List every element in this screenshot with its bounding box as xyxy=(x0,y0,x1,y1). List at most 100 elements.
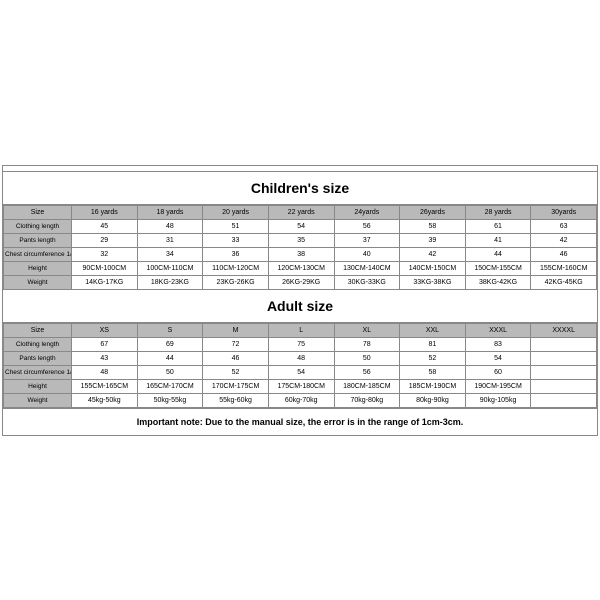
cell: 72 xyxy=(203,337,269,351)
label-height: Height xyxy=(4,379,72,393)
children-size-1: 18 yards xyxy=(137,205,203,219)
label-clothing: Clothing length xyxy=(4,219,72,233)
adult-weight-row: Weight 45kg-50kg 50kg-55kg 55kg-60kg 60k… xyxy=(4,393,597,407)
cell: 39 xyxy=(400,233,466,247)
adult-title: Adult size xyxy=(3,290,597,323)
cell: 81 xyxy=(400,337,466,351)
cell: 40 xyxy=(334,247,400,261)
adult-size-5: XXL xyxy=(400,323,466,337)
cell: 34 xyxy=(137,247,203,261)
children-pants-row: Pants length 29 31 33 35 37 39 41 42 xyxy=(4,233,597,247)
cell: 45 xyxy=(72,219,138,233)
cell: 46 xyxy=(203,351,269,365)
cell: 165CM-170CM xyxy=(137,379,203,393)
important-note: Important note: Due to the manual size, … xyxy=(3,408,597,435)
label-weight: Weight xyxy=(4,393,72,407)
cell: 185CM-190CM xyxy=(400,379,466,393)
adult-header-row: Size XS S M L XL XXL XXXL XXXXL xyxy=(4,323,597,337)
cell: 41 xyxy=(465,233,531,247)
cell: 170CM-175CM xyxy=(203,379,269,393)
label-pants: Pants length xyxy=(4,233,72,247)
adult-size-2: M xyxy=(203,323,269,337)
size-chart: Children's size Size 16 yards 18 yards 2… xyxy=(2,165,598,436)
cell: 75 xyxy=(268,337,334,351)
children-chest-row: Chest circumference 1/2 32 34 36 38 40 4… xyxy=(4,247,597,261)
cell: 60kg-70kg xyxy=(268,393,334,407)
cell: 155CM-160CM xyxy=(531,261,597,275)
cell: 18KG-23KG xyxy=(137,275,203,289)
cell: 61 xyxy=(465,219,531,233)
cell: 50 xyxy=(334,351,400,365)
cell: 43 xyxy=(72,351,138,365)
cell: 155CM-165CM xyxy=(72,379,138,393)
cell: 54 xyxy=(465,351,531,365)
adult-size-3: L xyxy=(268,323,334,337)
cell: 70kg-80kg xyxy=(334,393,400,407)
cell: 56 xyxy=(334,365,400,379)
cell: 83 xyxy=(465,337,531,351)
children-size-7: 30yards xyxy=(531,205,597,219)
label-height: Height xyxy=(4,261,72,275)
cell: 110CM-120CM xyxy=(203,261,269,275)
cell: 48 xyxy=(72,365,138,379)
label-pants: Pants length xyxy=(4,351,72,365)
children-size-2: 20 yards xyxy=(203,205,269,219)
children-height-row: Height 90CM-100CM 100CM-110CM 110CM-120C… xyxy=(4,261,597,275)
label-chest: Chest circumference 1/2 xyxy=(4,247,72,261)
cell: 38KG-42KG xyxy=(465,275,531,289)
cell: 58 xyxy=(400,219,466,233)
children-size-6: 28 yards xyxy=(465,205,531,219)
cell: 33 xyxy=(203,233,269,247)
adult-size-7: XXXXL xyxy=(531,323,597,337)
children-title: Children's size xyxy=(3,172,597,205)
label-chest: Chest circumference 1/2 xyxy=(4,365,72,379)
cell: 42 xyxy=(400,247,466,261)
cell: 60 xyxy=(465,365,531,379)
adult-table: Size XS S M L XL XXL XXXL XXXXL Clothing… xyxy=(3,323,597,408)
cell: 36 xyxy=(203,247,269,261)
adult-size-0: XS xyxy=(72,323,138,337)
cell: 175CM-180CM xyxy=(268,379,334,393)
cell: 42 xyxy=(531,233,597,247)
cell: 130CM-140CM xyxy=(334,261,400,275)
cell xyxy=(531,351,597,365)
cell: 50kg-55kg xyxy=(137,393,203,407)
cell: 37 xyxy=(334,233,400,247)
children-size-5: 26yards xyxy=(400,205,466,219)
cell: 90kg-105kg xyxy=(465,393,531,407)
cell xyxy=(531,365,597,379)
cell: 44 xyxy=(137,351,203,365)
cell: 120CM-130CM xyxy=(268,261,334,275)
cell: 31 xyxy=(137,233,203,247)
cell: 14KG-17KG xyxy=(72,275,138,289)
cell: 48 xyxy=(268,351,334,365)
cell: 33KG-38KG xyxy=(400,275,466,289)
children-size-4: 24yards xyxy=(334,205,400,219)
label-size: Size xyxy=(4,323,72,337)
cell: 55kg-60kg xyxy=(203,393,269,407)
cell: 56 xyxy=(334,219,400,233)
label-weight: Weight xyxy=(4,275,72,289)
cell: 140CM-150CM xyxy=(400,261,466,275)
cell: 54 xyxy=(268,219,334,233)
adult-clothing-row: Clothing length 67 69 72 75 78 81 83 xyxy=(4,337,597,351)
cell xyxy=(531,379,597,393)
label-size: Size xyxy=(4,205,72,219)
children-size-3: 22 yards xyxy=(268,205,334,219)
cell: 180CM-185CM xyxy=(334,379,400,393)
children-weight-row: Weight 14KG-17KG 18KG-23KG 23KG-26KG 26K… xyxy=(4,275,597,289)
cell xyxy=(531,393,597,407)
adult-pants-row: Pants length 43 44 46 48 50 52 54 xyxy=(4,351,597,365)
cell: 26KG-29KG xyxy=(268,275,334,289)
cell: 50 xyxy=(137,365,203,379)
cell: 52 xyxy=(400,351,466,365)
children-size-0: 16 yards xyxy=(72,205,138,219)
cell: 29 xyxy=(72,233,138,247)
cell: 51 xyxy=(203,219,269,233)
cell: 44 xyxy=(465,247,531,261)
cell: 150CM-155CM xyxy=(465,261,531,275)
label-clothing: Clothing length xyxy=(4,337,72,351)
cell: 54 xyxy=(268,365,334,379)
cell: 69 xyxy=(137,337,203,351)
cell: 32 xyxy=(72,247,138,261)
